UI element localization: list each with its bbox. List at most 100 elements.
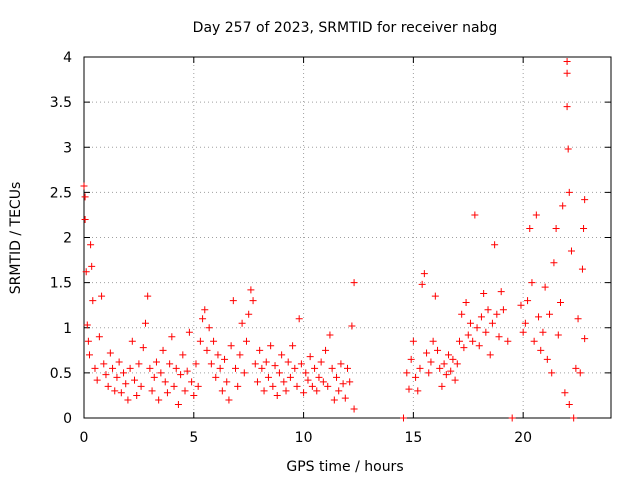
data-point (429, 337, 437, 345)
data-point (84, 337, 92, 345)
data-point (315, 373, 323, 381)
data-point (131, 376, 139, 384)
data-point (521, 319, 529, 327)
axis-ticks: 0 0.5 1 1.5 2 2.5 3 3.5 4 0 5 10 15 20 (50, 50, 611, 446)
data-point (80, 182, 88, 190)
data-point (469, 337, 477, 345)
data-point (245, 310, 253, 318)
y-tick-label: 2 (63, 231, 72, 247)
data-point (286, 373, 294, 381)
data-point (524, 297, 532, 305)
data-point (242, 337, 250, 345)
data-point (313, 387, 321, 395)
data-point (229, 297, 237, 305)
data-point (81, 215, 89, 223)
y-tick-label: 3 (63, 140, 72, 156)
data-point (280, 378, 288, 386)
data-point (341, 394, 349, 402)
data-point (475, 342, 483, 350)
y-tick-label: 0.5 (50, 366, 72, 382)
data-point (214, 351, 222, 359)
y-axis-label: SRMTID / TECUs (8, 182, 24, 295)
data-point (317, 358, 325, 366)
data-point (550, 259, 558, 267)
data-point (225, 396, 233, 404)
data-point (106, 349, 114, 357)
data-point (491, 241, 499, 249)
data-point (453, 360, 461, 368)
data-point (177, 371, 185, 379)
data-point (330, 396, 338, 404)
data-point (190, 391, 198, 399)
data-point (82, 268, 90, 276)
data-point (117, 389, 125, 397)
data-point (157, 369, 165, 377)
data-point (455, 337, 463, 345)
data-point (407, 355, 415, 363)
data-point (295, 315, 303, 323)
data-point (98, 292, 106, 300)
data-point (530, 337, 538, 345)
data-point (348, 322, 356, 330)
data-point (344, 364, 351, 372)
data-point (234, 382, 242, 390)
data-point (291, 364, 299, 372)
data-point (565, 400, 573, 408)
data-point (326, 331, 334, 339)
data-point (152, 358, 160, 366)
x-tick-label: 5 (189, 430, 198, 446)
data-point (109, 364, 117, 372)
data-point (552, 224, 560, 232)
data-point (416, 364, 424, 372)
data-point (517, 301, 525, 309)
data-point (337, 360, 345, 368)
data-point (451, 376, 459, 384)
data-point (293, 382, 301, 390)
data-point (144, 292, 152, 300)
data-point (528, 279, 536, 287)
data-point (282, 387, 290, 395)
data-point (89, 297, 97, 305)
data-point (271, 362, 279, 370)
data-point (554, 331, 562, 339)
data-point (480, 289, 488, 297)
data-point (572, 364, 580, 372)
data-point (247, 286, 255, 294)
data-point (128, 337, 136, 345)
data-point (350, 405, 358, 413)
data-point (221, 355, 229, 363)
data-point (196, 337, 204, 345)
data-point (482, 328, 490, 336)
data-point (273, 391, 281, 399)
data-point (328, 364, 336, 372)
data-point (289, 342, 297, 350)
data-point (460, 344, 468, 352)
data-point (192, 360, 200, 368)
data-point (166, 360, 174, 368)
data-point (183, 367, 191, 375)
data-point (458, 310, 466, 318)
data-point (563, 69, 571, 77)
data-point (499, 306, 507, 314)
data-point (194, 382, 202, 390)
data-point (526, 224, 534, 232)
data-point (218, 387, 226, 395)
data-point (124, 396, 132, 404)
data-point (174, 400, 182, 408)
data-point (223, 378, 231, 386)
data-point (133, 391, 141, 399)
data-point (260, 387, 268, 395)
data-point (578, 265, 586, 273)
data-point (580, 224, 588, 232)
data-point (567, 247, 575, 255)
data-point (581, 196, 589, 204)
data-point (449, 355, 457, 363)
data-point (423, 349, 431, 357)
data-point (137, 382, 145, 390)
data-point (159, 346, 167, 354)
data-point (405, 385, 413, 393)
data-point (88, 262, 96, 270)
y-tick-label: 3.5 (50, 95, 72, 111)
data-point (486, 351, 494, 359)
